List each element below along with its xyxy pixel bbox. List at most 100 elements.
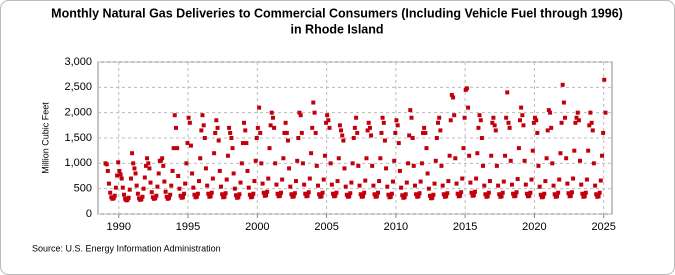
point: [467, 153, 472, 158]
point: [240, 141, 245, 146]
x-tick-label: 1990: [107, 221, 131, 233]
point: [260, 181, 265, 186]
point: [598, 178, 603, 183]
point: [410, 136, 415, 140]
point: [247, 192, 252, 197]
point: [402, 195, 407, 200]
point: [549, 125, 554, 130]
point: [266, 176, 271, 181]
point: [321, 177, 326, 182]
point: [238, 180, 243, 185]
point: [596, 194, 601, 199]
point: [566, 191, 571, 196]
point: [130, 151, 135, 156]
point: [496, 183, 501, 188]
point: [280, 177, 285, 182]
point: [190, 171, 195, 176]
point: [224, 177, 229, 182]
y-tick-label: 0: [86, 208, 92, 220]
x-tick-label: 2020: [522, 221, 546, 233]
point: [515, 177, 520, 182]
point: [521, 123, 526, 128]
point: [503, 153, 508, 158]
point: [358, 192, 363, 197]
y-tick-label: 3,000: [64, 56, 92, 68]
point: [460, 176, 465, 181]
point: [560, 82, 565, 87]
point: [283, 120, 288, 125]
point: [158, 158, 163, 163]
point: [569, 190, 574, 195]
chart-title: in Rhode Island: [290, 22, 383, 36]
point: [327, 125, 332, 130]
point: [468, 180, 473, 185]
point: [213, 130, 218, 135]
point: [185, 141, 190, 146]
point: [206, 191, 211, 196]
point: [354, 115, 359, 120]
point: [264, 193, 269, 198]
point: [328, 161, 333, 166]
point: [273, 161, 278, 166]
point: [305, 193, 310, 198]
point: [212, 151, 217, 156]
point: [494, 163, 499, 168]
point: [516, 146, 521, 151]
point: [140, 194, 145, 199]
point: [293, 179, 298, 184]
point: [120, 185, 125, 190]
point: [357, 183, 362, 188]
point: [244, 141, 249, 146]
point: [145, 156, 150, 161]
point: [268, 123, 273, 128]
point: [282, 130, 287, 135]
point: [528, 190, 533, 195]
point: [309, 151, 314, 156]
chart-title: Monthly Natural Gas Deliveries to Commer…: [51, 6, 623, 20]
point: [117, 168, 122, 173]
point: [564, 156, 569, 161]
point: [453, 156, 458, 161]
point: [476, 125, 481, 130]
point: [418, 179, 423, 184]
point: [125, 197, 130, 202]
point: [563, 115, 568, 120]
point: [333, 193, 338, 198]
point: [108, 190, 113, 195]
point: [459, 190, 464, 195]
point: [220, 192, 225, 197]
point: [139, 197, 144, 202]
point: [111, 196, 116, 201]
point: [447, 153, 452, 158]
point: [180, 195, 185, 200]
point: [587, 123, 592, 128]
point: [350, 161, 355, 166]
point: [541, 194, 546, 199]
point: [445, 191, 450, 196]
point: [131, 161, 136, 166]
point: [219, 184, 224, 189]
point: [104, 162, 109, 167]
point: [209, 190, 214, 195]
point: [325, 113, 330, 118]
point: [254, 136, 259, 140]
point: [449, 92, 454, 97]
point: [601, 130, 606, 135]
point: [400, 193, 405, 198]
point: [591, 161, 596, 166]
point: [514, 190, 519, 195]
point: [486, 190, 491, 195]
point: [412, 183, 417, 188]
point: [406, 161, 411, 166]
point: [222, 194, 227, 199]
point: [172, 113, 177, 118]
y-tick-label: 2,500: [64, 81, 92, 93]
point: [230, 146, 235, 151]
point: [257, 105, 262, 110]
point: [352, 125, 357, 130]
point: [452, 113, 457, 118]
point: [198, 156, 203, 161]
point: [385, 184, 390, 189]
point: [223, 191, 228, 196]
point: [403, 192, 408, 197]
